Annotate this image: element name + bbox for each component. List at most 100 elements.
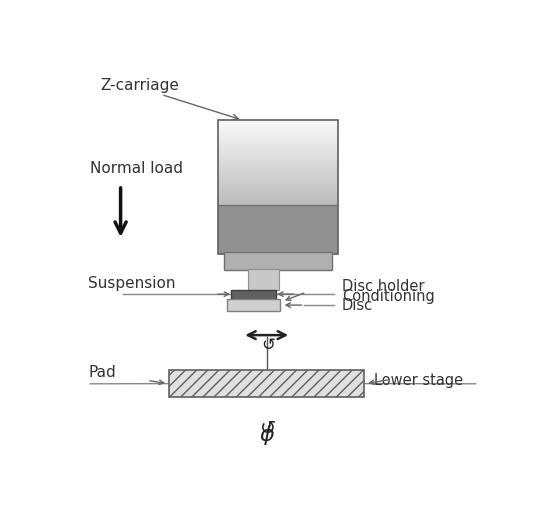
Bar xyxy=(218,247,337,249)
Bar xyxy=(218,234,337,235)
Bar xyxy=(218,212,337,214)
Bar xyxy=(218,123,337,124)
Text: $\circlearrowleft$: $\circlearrowleft$ xyxy=(256,418,277,437)
Text: Normal load: Normal load xyxy=(90,161,183,176)
Text: Suspension: Suspension xyxy=(88,277,176,291)
Bar xyxy=(231,290,276,299)
Bar xyxy=(218,120,337,254)
Bar xyxy=(218,132,337,133)
Bar xyxy=(218,231,337,232)
Bar xyxy=(218,150,337,151)
Bar xyxy=(218,167,337,168)
Bar xyxy=(218,203,337,204)
Bar xyxy=(218,225,337,226)
Bar xyxy=(218,235,337,237)
Bar xyxy=(218,249,337,250)
Text: Pad: Pad xyxy=(88,365,116,380)
Bar xyxy=(218,226,337,227)
Bar xyxy=(218,215,337,217)
Bar xyxy=(218,171,337,172)
Bar xyxy=(218,143,337,144)
Bar xyxy=(218,240,337,242)
Bar xyxy=(218,204,337,206)
Bar xyxy=(218,214,337,215)
Bar xyxy=(218,153,337,155)
Bar xyxy=(218,246,337,247)
Bar xyxy=(218,227,337,229)
Bar xyxy=(218,180,337,182)
Bar xyxy=(218,252,337,254)
Bar xyxy=(218,205,337,254)
Bar xyxy=(218,242,337,243)
Bar xyxy=(218,186,337,187)
Bar xyxy=(218,127,337,128)
Bar xyxy=(218,218,337,219)
Bar xyxy=(218,152,337,153)
Bar xyxy=(227,299,280,311)
Bar xyxy=(218,164,337,165)
Bar xyxy=(218,230,337,231)
Bar xyxy=(218,188,337,190)
Bar xyxy=(218,197,337,198)
Bar xyxy=(218,140,337,141)
Bar xyxy=(218,222,337,223)
Bar xyxy=(218,151,337,152)
Bar xyxy=(218,220,337,222)
Bar xyxy=(218,120,337,121)
Bar xyxy=(218,136,337,138)
Bar xyxy=(218,160,337,162)
Bar xyxy=(218,179,337,180)
Bar xyxy=(218,206,337,207)
Bar xyxy=(218,245,337,246)
Bar xyxy=(218,202,337,203)
Bar xyxy=(218,177,337,178)
Bar xyxy=(224,252,331,270)
Bar xyxy=(218,250,337,251)
Bar xyxy=(218,159,337,160)
Bar xyxy=(169,370,364,397)
Bar xyxy=(218,187,337,188)
Bar xyxy=(218,210,337,211)
Bar xyxy=(218,175,337,177)
Bar xyxy=(218,184,337,186)
Bar xyxy=(218,207,337,209)
Bar xyxy=(218,182,337,183)
Bar xyxy=(218,195,337,197)
Bar xyxy=(218,183,337,184)
Bar xyxy=(218,219,337,220)
Bar xyxy=(218,156,337,158)
Bar xyxy=(218,155,337,156)
Bar xyxy=(218,172,337,173)
Text: Disc holder: Disc holder xyxy=(342,279,424,294)
Bar xyxy=(218,190,337,191)
Bar xyxy=(218,133,337,135)
Bar xyxy=(218,192,337,194)
Bar xyxy=(218,148,337,150)
Text: Disc: Disc xyxy=(342,298,373,313)
Bar xyxy=(218,173,337,175)
Bar xyxy=(218,199,337,200)
Text: Z-carriage: Z-carriage xyxy=(100,78,179,93)
Bar xyxy=(218,237,337,238)
Bar xyxy=(218,211,337,212)
Bar xyxy=(218,217,337,218)
Text: Conditioning: Conditioning xyxy=(342,289,434,304)
Bar xyxy=(218,121,337,123)
Bar xyxy=(218,135,337,136)
Bar xyxy=(218,124,337,125)
Bar xyxy=(218,238,337,239)
Bar xyxy=(218,200,337,202)
Bar xyxy=(218,198,337,199)
Bar xyxy=(218,165,337,167)
Bar xyxy=(218,163,337,164)
Text: Lower stage: Lower stage xyxy=(374,373,463,388)
Bar xyxy=(218,158,337,159)
Bar xyxy=(218,239,337,240)
Text: $\phi$: $\phi$ xyxy=(259,423,275,447)
Text: $\circlearrowleft$: $\circlearrowleft$ xyxy=(258,335,276,353)
Bar xyxy=(218,145,337,147)
Bar xyxy=(218,170,337,171)
Bar xyxy=(218,141,337,143)
Bar xyxy=(218,243,337,245)
Bar xyxy=(218,168,337,170)
